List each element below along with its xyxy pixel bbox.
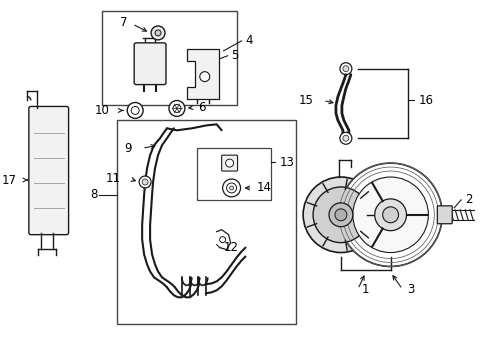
Circle shape	[352, 177, 427, 253]
Text: 1: 1	[361, 283, 369, 296]
Text: 12: 12	[223, 241, 238, 254]
FancyBboxPatch shape	[436, 206, 451, 224]
Bar	[196, 148, 271, 200]
Circle shape	[155, 30, 161, 36]
Circle shape	[225, 159, 233, 167]
Circle shape	[226, 183, 236, 193]
Circle shape	[342, 135, 348, 141]
Text: 16: 16	[418, 94, 432, 107]
Text: 7: 7	[120, 17, 127, 30]
Circle shape	[303, 177, 378, 253]
Bar	[102, 11, 236, 105]
Circle shape	[339, 132, 351, 144]
Circle shape	[382, 207, 398, 223]
Circle shape	[339, 63, 351, 75]
Text: 13: 13	[279, 156, 294, 168]
FancyBboxPatch shape	[29, 107, 68, 235]
Circle shape	[173, 104, 181, 112]
Circle shape	[222, 179, 240, 197]
FancyBboxPatch shape	[221, 155, 237, 171]
Text: 17: 17	[2, 174, 17, 186]
Text: 8: 8	[90, 188, 97, 201]
Circle shape	[142, 179, 148, 185]
Bar	[117, 120, 296, 324]
Text: 14: 14	[256, 181, 271, 194]
Circle shape	[200, 72, 209, 82]
Circle shape	[338, 163, 441, 266]
Text: 5: 5	[231, 49, 239, 62]
Circle shape	[342, 66, 348, 72]
Circle shape	[139, 176, 151, 188]
Circle shape	[219, 237, 225, 243]
Text: 15: 15	[298, 94, 312, 107]
Circle shape	[312, 187, 368, 243]
Circle shape	[229, 186, 233, 190]
Circle shape	[151, 26, 164, 40]
Text: 9: 9	[124, 142, 132, 155]
Text: 11: 11	[105, 171, 120, 185]
Circle shape	[169, 100, 184, 116]
Text: 3: 3	[406, 283, 413, 296]
FancyBboxPatch shape	[134, 43, 165, 85]
Circle shape	[127, 103, 143, 118]
Polygon shape	[186, 49, 218, 99]
Circle shape	[131, 107, 139, 114]
Text: 6: 6	[197, 101, 205, 114]
Circle shape	[334, 209, 346, 221]
Text: 4: 4	[245, 34, 252, 48]
Text: 10: 10	[94, 104, 109, 117]
Text: 2: 2	[464, 193, 472, 206]
Circle shape	[374, 199, 406, 231]
Circle shape	[328, 203, 352, 227]
